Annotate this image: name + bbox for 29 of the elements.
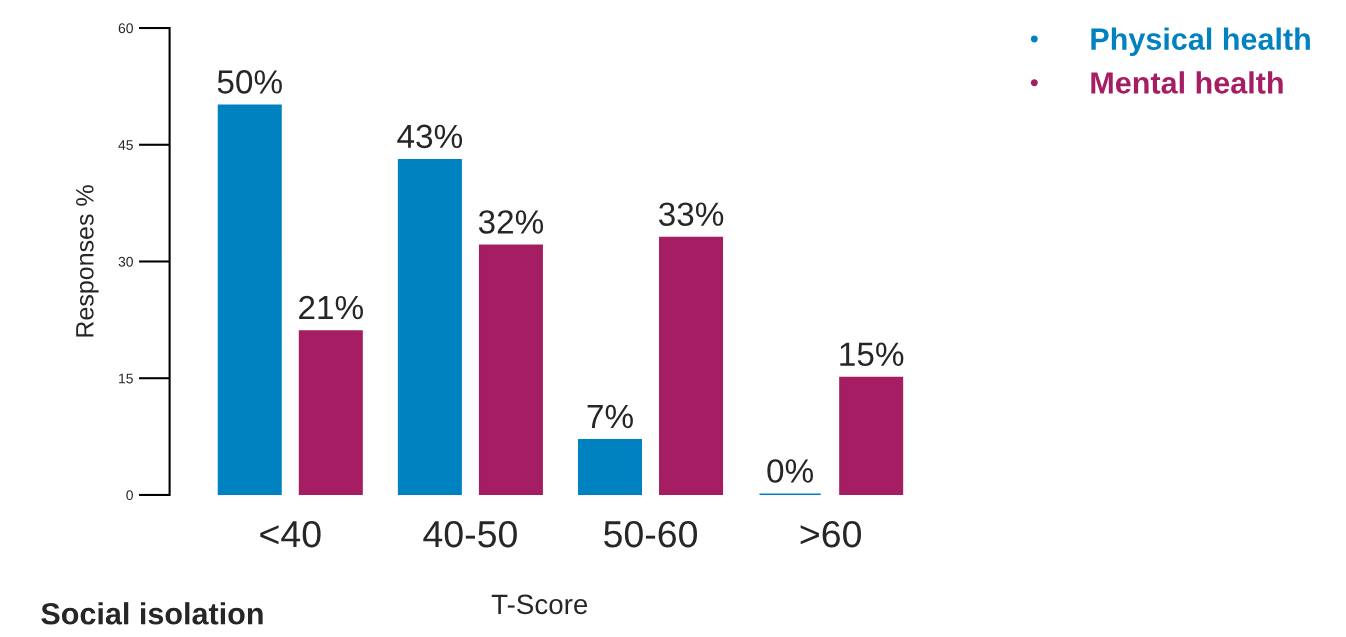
x-tick-label: <40: [260, 520, 321, 548]
bar: [397, 158, 462, 495]
bar: [478, 244, 543, 495]
data-label: 0%: [767, 459, 814, 483]
x-tick-label: >60: [800, 520, 861, 548]
data-label: 50%: [217, 70, 282, 94]
bar: [659, 236, 724, 495]
bar: [839, 376, 904, 495]
data-label: 33%: [658, 202, 724, 226]
data-label: 32%: [478, 210, 544, 234]
y-tick-label: 15: [119, 373, 133, 384]
x-tick-label: 40-50: [423, 520, 517, 548]
bar: [577, 439, 642, 495]
text: Social isolation: [41, 602, 263, 625]
data-label: 15%: [840, 342, 904, 367]
y-tick-label: 0: [126, 490, 133, 501]
data-label: 7%: [587, 404, 633, 429]
y-tick-label: 45: [118, 140, 133, 150]
data-label: 43%: [397, 124, 463, 149]
bar: [298, 330, 363, 495]
x-axis-title: T-Score: [491, 594, 588, 615]
y-axis-title: Responses %: [76, 185, 99, 337]
y-tick-label: 30: [118, 256, 133, 267]
legend-label: Physical health: [1091, 27, 1310, 56]
bar: [217, 104, 282, 495]
x-tick-label: 50-60: [604, 520, 698, 548]
data-label: 21%: [299, 295, 363, 320]
y-tick-label: 60: [118, 23, 133, 34]
legend-label: Mental health: [1091, 71, 1283, 94]
